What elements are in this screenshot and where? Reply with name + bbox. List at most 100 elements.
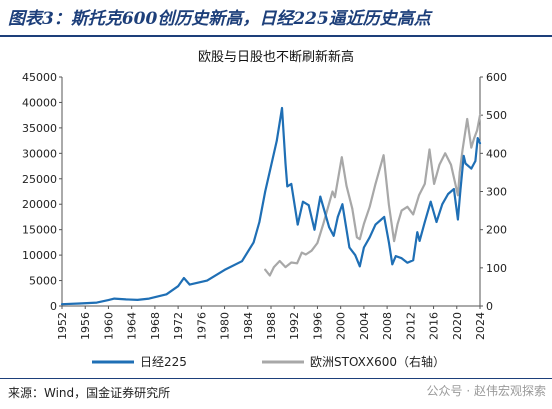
x-tick-label: 1972 [172, 312, 185, 340]
x-tick-label: 1968 [149, 312, 162, 340]
data-point-stoxx600 [457, 194, 459, 197]
data-point-nikkei225 [336, 216, 339, 218]
data-point-stoxx600 [473, 137, 476, 140]
data-point-stoxx600 [433, 183, 435, 185]
data-point-stoxx600 [466, 118, 469, 120]
data-point-stoxx600 [412, 213, 415, 216]
data-point-stoxx600 [316, 242, 319, 244]
data-point-nikkei225 [302, 200, 304, 203]
y-tick-right-label: 300 [486, 186, 507, 199]
y-tick-left-label: 35000 [22, 122, 57, 135]
data-point-nikkei225 [290, 183, 293, 185]
y-tick-right-label: 400 [486, 147, 507, 160]
data-point-nikkei225 [391, 263, 394, 266]
data-point-nikkei225 [319, 195, 322, 198]
data-point-nikkei225 [416, 231, 419, 234]
x-tick-label: 1952 [56, 312, 69, 340]
data-point-stoxx600 [444, 152, 447, 155]
data-point-stoxx600 [310, 249, 313, 252]
x-tick-label: 2008 [381, 312, 394, 340]
data-point-nikkei225 [313, 228, 316, 231]
data-point-nikkei225 [423, 221, 426, 223]
figure-title: 图表3：斯托克600创历史新高，日经225逼近历史高点 [8, 9, 431, 29]
data-point-nikkei225 [383, 216, 386, 218]
y-tick-left-label: 30000 [22, 147, 57, 160]
y-tick-right-label: 100 [486, 262, 507, 275]
y-tick-left-label: 40000 [22, 96, 57, 109]
source-note: 来源：Wind，国金证券研究所 [8, 386, 171, 400]
data-point-stoxx600 [340, 156, 343, 159]
data-point-nikkei225 [125, 298, 127, 301]
data-point-nikkei225 [148, 297, 151, 300]
data-point-stoxx600 [470, 146, 473, 149]
data-point-stoxx600 [476, 129, 478, 132]
data-point-nikkei225 [296, 223, 299, 226]
data-point-nikkei225 [188, 283, 191, 286]
y-tick-left-label: 15000 [22, 224, 57, 237]
data-point-nikkei225 [412, 259, 415, 262]
data-point-nikkei225 [206, 279, 209, 282]
data-point-nikkei225 [441, 203, 444, 206]
data-point-stoxx600 [356, 236, 358, 239]
y-tick-right-label: 600 [486, 71, 507, 84]
data-point-nikkei225 [223, 269, 226, 271]
x-tick-label: 1956 [79, 312, 92, 340]
data-point-stoxx600 [296, 262, 298, 265]
data-point-stoxx600 [351, 207, 354, 210]
data-point-stoxx600 [290, 261, 293, 264]
data-point-nikkei225 [479, 142, 481, 145]
data-point-stoxx600 [278, 260, 281, 262]
data-point-stoxx600 [334, 196, 336, 199]
y-tick-right-label: 500 [486, 109, 507, 122]
data-point-nikkei225 [394, 255, 397, 257]
x-tick-label: 1980 [219, 312, 232, 340]
data-point-stoxx600 [396, 223, 399, 225]
data-point-nikkei225 [332, 234, 335, 237]
line-chart: 0500010000150002000025000300003500040000… [22, 71, 507, 369]
data-point-stoxx600 [479, 114, 481, 117]
data-point-stoxx600 [264, 268, 267, 271]
data-point-stoxx600 [458, 171, 461, 174]
data-point-nikkei225 [459, 190, 462, 193]
data-point-stoxx600 [406, 205, 409, 208]
legend-label-stoxx600: 欧洲STOXX600（右轴） [310, 354, 445, 369]
data-point-nikkei225 [307, 204, 310, 207]
title-rule [0, 35, 552, 37]
data-point-nikkei225 [165, 293, 168, 296]
data-point-nikkei225 [358, 265, 361, 268]
x-tick-label: 1964 [126, 312, 139, 340]
data-point-stoxx600 [438, 163, 441, 166]
watermark: 公众号 · 赵伟宏观探索 [426, 384, 546, 398]
data-point-stoxx600 [363, 223, 365, 225]
data-point-stoxx600 [400, 209, 403, 212]
series-line-nikkei225 [60, 106, 482, 306]
data-point-stoxx600 [423, 183, 426, 185]
data-point-nikkei225 [61, 303, 63, 306]
data-point-stoxx600 [345, 184, 348, 187]
data-point-nikkei225 [78, 302, 81, 305]
data-point-stoxx600 [428, 148, 431, 151]
y-tick-right-label: 0 [486, 300, 493, 313]
y-tick-left-label: 10000 [22, 249, 57, 262]
x-tick-label: 1988 [265, 312, 278, 340]
x-tick-label: 1960 [102, 312, 115, 340]
data-point-nikkei225 [286, 185, 289, 188]
x-tick-label: 2020 [451, 312, 464, 340]
y-tick-left-label: 45000 [22, 71, 57, 84]
data-point-stoxx600 [358, 238, 361, 241]
data-point-stoxx600 [273, 266, 275, 268]
data-point-nikkei225 [457, 218, 459, 221]
data-point-nikkei225 [418, 240, 421, 242]
y-tick-left-label: 20000 [22, 198, 57, 211]
data-point-nikkei225 [462, 155, 465, 157]
data-point-nikkei225 [241, 260, 243, 263]
data-point-stoxx600 [418, 194, 420, 197]
data-point-nikkei225 [136, 299, 139, 301]
data-point-nikkei225 [275, 139, 278, 142]
data-point-stoxx600 [322, 223, 325, 225]
data-point-nikkei225 [95, 301, 98, 304]
y-tick-left-label: 5000 [29, 275, 57, 288]
x-tick-label: 2024 [474, 312, 487, 340]
data-point-nikkei225 [281, 107, 283, 109]
